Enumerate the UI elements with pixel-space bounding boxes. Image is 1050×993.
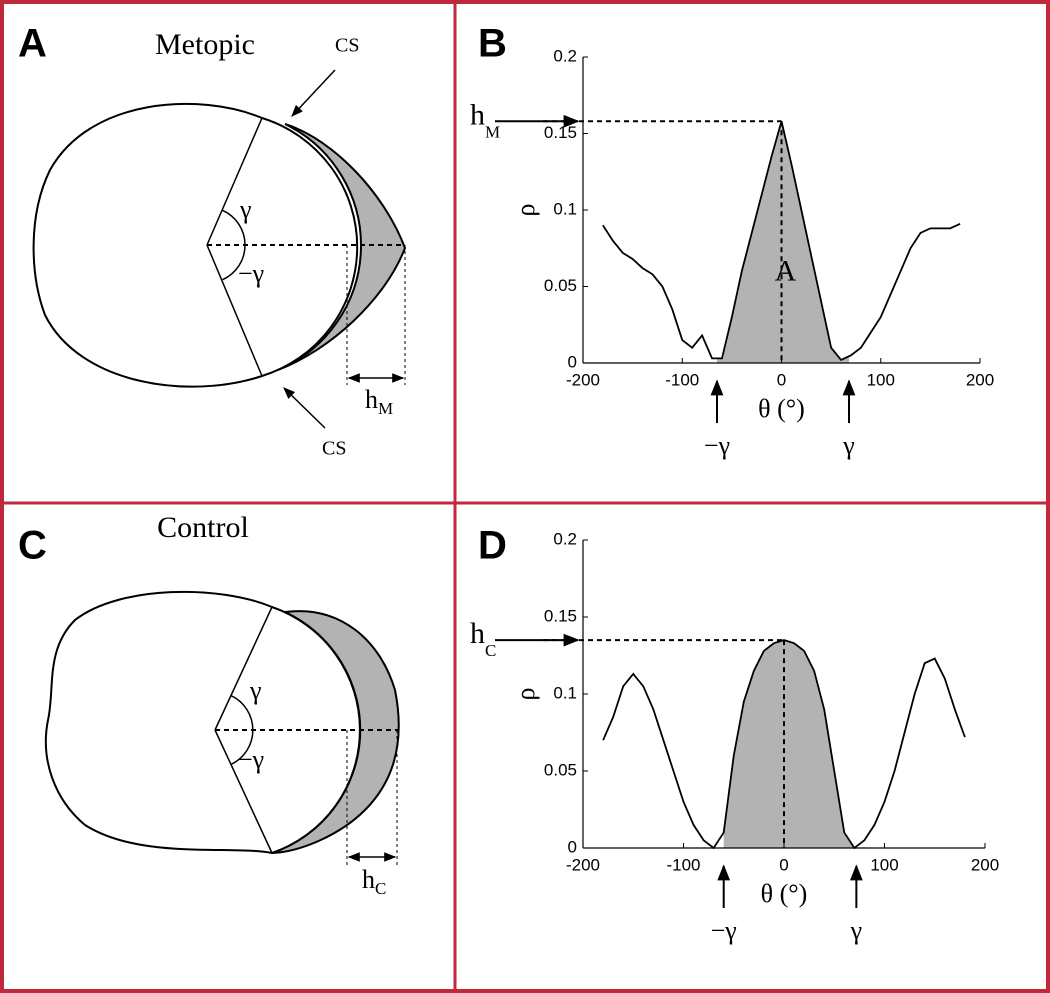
x-tick-label: -100 [666, 855, 700, 874]
chart: B 0 0.05 0.1 0.15 0.2 -200 -100 0 100 200 θ (°) ρ hM A… [470, 22, 994, 460]
sector-line [214, 729, 273, 854]
sector-line [214, 606, 273, 731]
h-sub: M [378, 399, 393, 418]
x-tick-label: 100 [870, 855, 898, 874]
angle-label: γ [239, 195, 252, 224]
x-tick-label: 0 [779, 855, 788, 874]
h-label: hC [362, 865, 386, 898]
skull-outline [32, 102, 359, 388]
y-tick-label: 0 [568, 837, 577, 856]
peak-label-main: h [470, 617, 485, 650]
y-axis-label: ρ [511, 204, 540, 217]
h-main: h [365, 385, 378, 414]
y-axis-label: ρ [511, 688, 540, 701]
y-tick-label: 0.05 [544, 760, 577, 779]
panel-letter: D [478, 524, 507, 568]
panel-title: Metopic [155, 28, 255, 61]
x-tick-label: 200 [966, 370, 994, 389]
x-tick-label: 100 [867, 370, 895, 389]
y-tick-label: 0.15 [544, 606, 577, 625]
gamma-label: −γ [704, 431, 730, 460]
angle-label: γ [249, 676, 262, 705]
peak-label-main: h [470, 98, 485, 131]
panel-a: A Metopic γ −γ hM CS CS [18, 22, 407, 460]
peak-label-sub: C [485, 641, 496, 660]
peak-label-sub: M [485, 122, 500, 141]
panel-c: C Control γ −γ hC [18, 511, 400, 898]
cs-arrow [291, 69, 336, 117]
angle-label: −γ [238, 745, 264, 774]
chart: D 0 0.05 0.1 0.15 0.2 -200 -100 0 100 200 θ (°) ρ hC −… [470, 524, 999, 945]
panel-letter: A [18, 22, 47, 66]
cs-label: CS [322, 438, 346, 460]
panel-title: Control [157, 511, 249, 544]
y-tick-label: 0.2 [553, 529, 577, 548]
h-sub: C [375, 879, 386, 898]
panel-letter: C [18, 524, 47, 568]
sector-line [206, 244, 263, 377]
angle-label: −γ [238, 259, 264, 288]
peak-label: hC [470, 617, 496, 660]
h-main: h [362, 865, 375, 894]
x-axis-label: θ (°) [761, 879, 808, 908]
y-tick-label: 0.1 [553, 683, 577, 702]
x-tick-label: -200 [566, 855, 600, 874]
skull-outline [44, 590, 361, 855]
sector-line [206, 117, 263, 246]
y-tick-label: 0.15 [544, 123, 577, 142]
x-tick-label: -200 [566, 370, 600, 389]
y-tick-label: 0.05 [544, 276, 577, 295]
cs-label: CS [335, 35, 359, 57]
peak-label: hM [470, 98, 500, 141]
panel-letter: B [478, 22, 507, 66]
shaded-area [723, 640, 857, 848]
gamma-label: −γ [711, 916, 737, 945]
y-tick-label: 0 [568, 352, 577, 371]
y-tick-label: 0.1 [553, 199, 577, 218]
shaded-area [716, 121, 849, 363]
gamma-label: γ [850, 916, 863, 945]
gamma-label: γ [842, 431, 855, 460]
x-tick-label: 200 [971, 855, 999, 874]
area-label: A [775, 254, 797, 287]
y-tick-label: 0.2 [553, 46, 577, 65]
x-axis-label: θ (°) [758, 394, 805, 423]
x-tick-label: -100 [665, 370, 699, 389]
cs-arrow [283, 387, 326, 429]
h-label: hM [365, 385, 393, 418]
x-tick-label: 0 [777, 370, 786, 389]
